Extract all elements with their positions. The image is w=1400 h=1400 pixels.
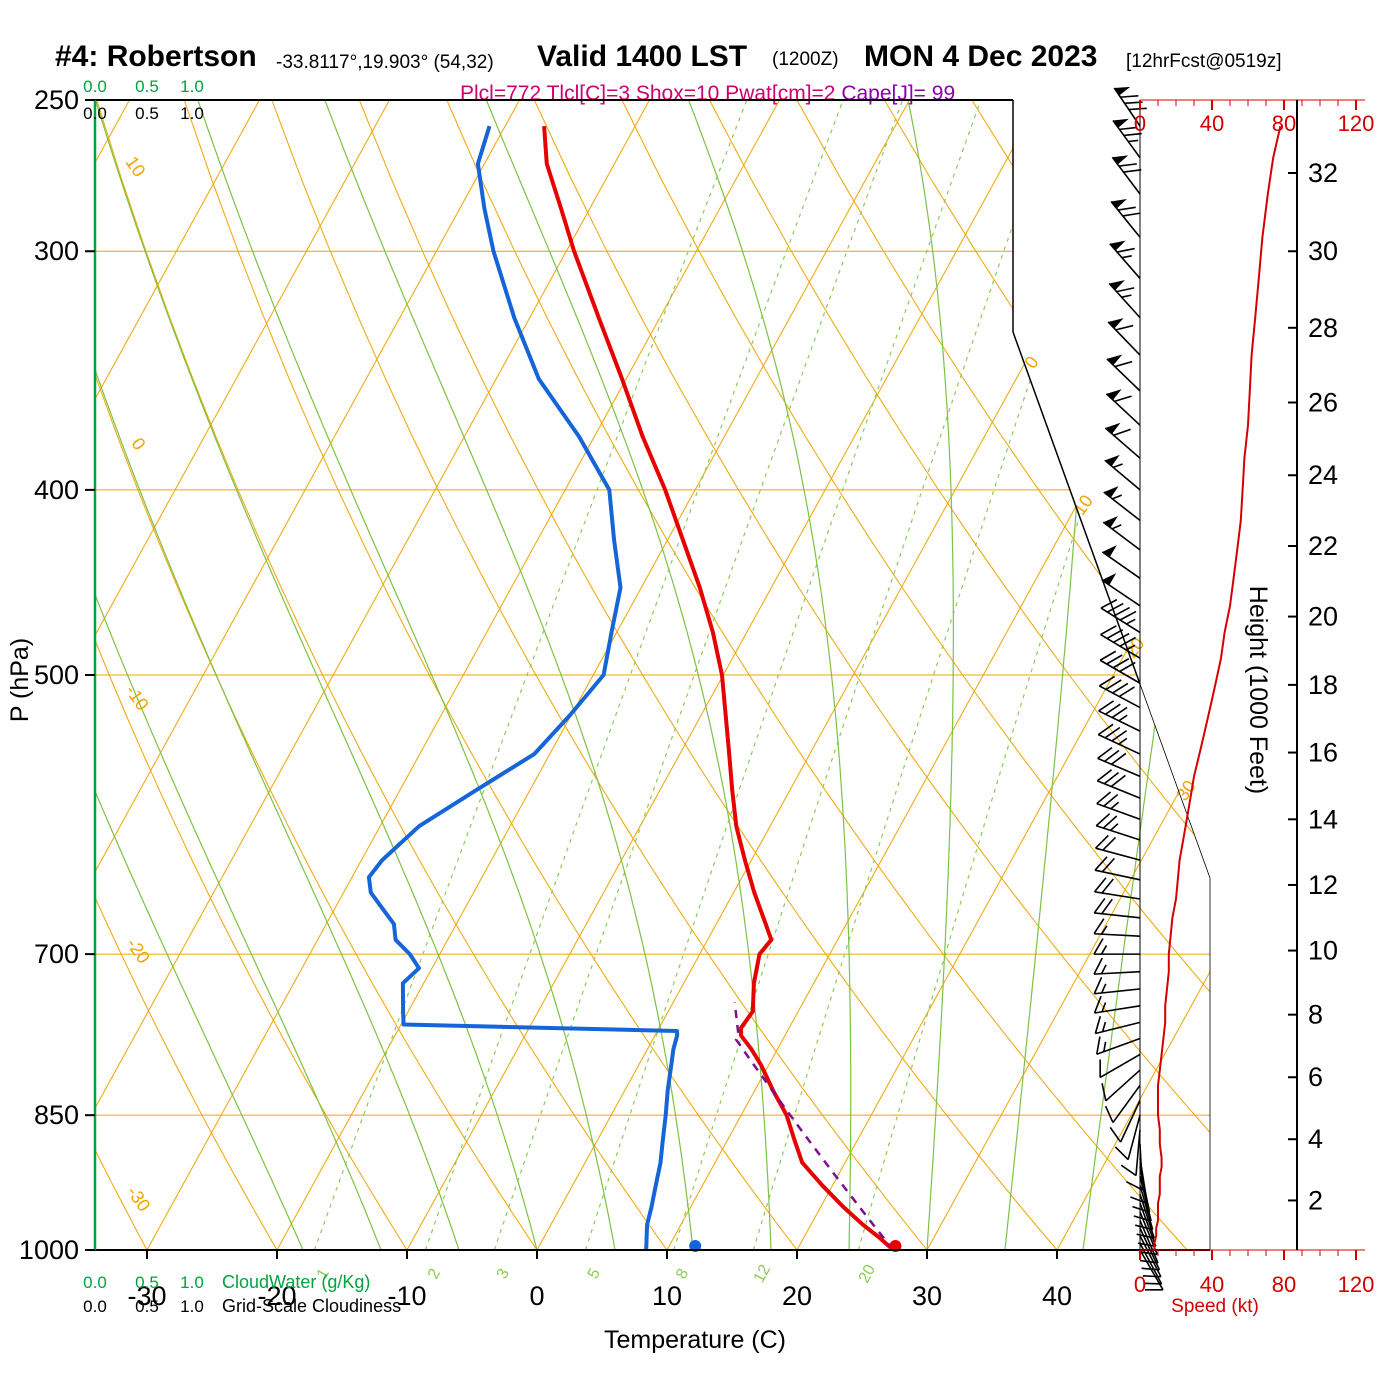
background-grid bbox=[95, 100, 1210, 1250]
valid-time: Valid 1400 LST bbox=[537, 40, 748, 73]
svg-text:10: 10 bbox=[1069, 491, 1097, 519]
svg-text:80: 80 bbox=[1272, 111, 1296, 136]
temp-tick-label: -10 bbox=[387, 1281, 426, 1311]
svg-text:0.5: 0.5 bbox=[135, 1297, 159, 1316]
cloudwater-label: CloudWater (g/Kg) bbox=[222, 1272, 370, 1292]
cloud-scales: 0.0 0.5 1.0 0.0 0.5 1.0 0.0 0.5 1.0 CloudWater (g… bbox=[83, 77, 401, 1316]
valid-date: MON 4 Dec 2023 bbox=[864, 40, 1098, 73]
svg-text:0.5: 0.5 bbox=[135, 104, 159, 123]
temp-tick-label: 0 bbox=[529, 1281, 544, 1311]
height-tick-label: 32 bbox=[1308, 158, 1338, 188]
height-tick-label: 12 bbox=[1308, 870, 1338, 900]
svg-text:1.0: 1.0 bbox=[180, 104, 204, 123]
height-tick-label: 6 bbox=[1308, 1062, 1323, 1092]
dewpoint-curve bbox=[366, 125, 680, 1250]
pressure-tick-label: 700 bbox=[34, 939, 79, 969]
speed-curve bbox=[1153, 125, 1282, 1250]
svg-text:-20: -20 bbox=[122, 934, 153, 967]
temperature-curve bbox=[542, 125, 895, 1250]
temp-tick-label: 30 bbox=[912, 1281, 942, 1311]
temp-tick-label: 20 bbox=[782, 1281, 812, 1311]
svg-text:0.0: 0.0 bbox=[83, 104, 107, 123]
pressure-tick-label: 1000 bbox=[19, 1235, 79, 1265]
svg-text:1.0: 1.0 bbox=[180, 1273, 204, 1292]
pressure-tick-label: 250 bbox=[34, 85, 79, 115]
temp-tick-label: 10 bbox=[652, 1281, 682, 1311]
height-tick-label: 20 bbox=[1308, 602, 1338, 632]
svg-text:80: 80 bbox=[1272, 1272, 1296, 1297]
svg-text:40: 40 bbox=[1200, 111, 1224, 136]
temp-tick-label: -30 bbox=[127, 1281, 166, 1311]
height-tick-label: 14 bbox=[1308, 804, 1338, 834]
height-tick-label: 16 bbox=[1308, 738, 1338, 768]
svg-text:0.5: 0.5 bbox=[135, 77, 159, 96]
height-tick-label: 30 bbox=[1308, 236, 1338, 266]
svg-text:120: 120 bbox=[1338, 111, 1375, 136]
height-tick-label: 10 bbox=[1308, 936, 1338, 966]
height-tick-label: 8 bbox=[1308, 1000, 1323, 1030]
svg-text:1.0: 1.0 bbox=[180, 77, 204, 96]
parcel-curve bbox=[733, 1002, 895, 1250]
svg-text:5: 5 bbox=[585, 1266, 604, 1282]
svg-text:0.0: 0.0 bbox=[83, 1297, 107, 1316]
height-tick-label: 24 bbox=[1308, 460, 1338, 490]
speed-panel: 0 0 40 40 80 80 120 120 Speed (kt) bbox=[1134, 99, 1375, 1317]
height-tick-label: 18 bbox=[1308, 670, 1338, 700]
valid-utc: (1200Z) bbox=[772, 49, 839, 70]
svg-text:8: 8 bbox=[673, 1266, 692, 1282]
svg-text:10: 10 bbox=[122, 153, 150, 181]
svg-text:-30: -30 bbox=[123, 1182, 154, 1215]
svg-text:0.0: 0.0 bbox=[83, 77, 107, 96]
height-tick-label: 28 bbox=[1308, 313, 1338, 343]
pressure-tick-label: 400 bbox=[34, 475, 79, 505]
temp-tick-label: 40 bbox=[1042, 1281, 1072, 1311]
svg-text:1.0: 1.0 bbox=[180, 1297, 204, 1316]
height-tick-label: 22 bbox=[1308, 531, 1338, 561]
svg-text:0: 0 bbox=[1134, 111, 1146, 136]
pressure-axis-title: P (hPa) bbox=[6, 638, 34, 722]
svg-text:120: 120 bbox=[1338, 1272, 1375, 1297]
cloudiness-label: Grid-Scale Cloudiness bbox=[222, 1296, 401, 1316]
svg-text:2: 2 bbox=[425, 1266, 444, 1282]
temp-axis-title: Temperature (C) bbox=[604, 1326, 786, 1354]
station-coords: -33.8117°,19.903° (54,32) bbox=[276, 52, 494, 73]
sounding-curves bbox=[366, 125, 895, 1250]
svg-text:12: 12 bbox=[751, 1262, 774, 1286]
svg-text:40: 40 bbox=[1200, 1272, 1224, 1297]
svg-text:3: 3 bbox=[494, 1266, 513, 1282]
pressure-tick-label: 300 bbox=[34, 236, 79, 266]
height-tick-label: 4 bbox=[1308, 1124, 1323, 1154]
pressure-tick-label: 850 bbox=[34, 1100, 79, 1130]
svg-text:30: 30 bbox=[1172, 777, 1200, 805]
svg-text:0: 0 bbox=[127, 434, 149, 454]
svg-text:-10: -10 bbox=[121, 681, 152, 714]
svg-text:0: 0 bbox=[1134, 1272, 1146, 1297]
wind-barbs bbox=[1093, 86, 1164, 1291]
height-tick-label: 2 bbox=[1308, 1185, 1323, 1215]
svg-text:20: 20 bbox=[856, 1262, 879, 1286]
svg-text:0.0: 0.0 bbox=[83, 1273, 107, 1292]
temp-tick-label: -20 bbox=[257, 1281, 296, 1311]
height-tick-label: 26 bbox=[1308, 387, 1338, 417]
height-axis-title: Height (1000 Feet) bbox=[1244, 586, 1272, 794]
forecast-tag: [12hrFcst@0519z] bbox=[1126, 51, 1282, 72]
svg-text:0.5: 0.5 bbox=[135, 1273, 159, 1292]
pressure-tick-label: 500 bbox=[34, 660, 79, 690]
station-title: #4: Robertson bbox=[55, 40, 257, 73]
speed-axis-title: Speed (kt) bbox=[1171, 1296, 1259, 1317]
